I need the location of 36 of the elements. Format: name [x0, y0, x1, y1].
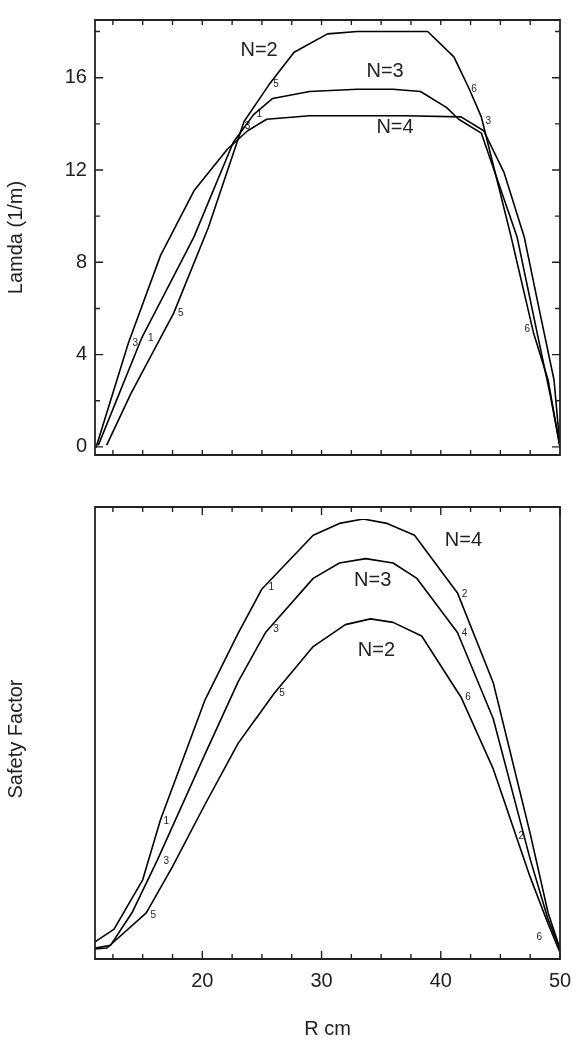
annotation: 3 — [132, 336, 139, 348]
annotation: 1 — [268, 580, 275, 592]
y-tick-label: 16 — [64, 65, 87, 88]
annotation: 5 — [177, 306, 184, 318]
annotation: 5 — [273, 78, 280, 90]
y-axis-title: Safety Factor — [3, 679, 26, 799]
x-axis-title: R cm — [304, 1016, 351, 1039]
annotation: 6 — [465, 690, 472, 702]
x-tick-label: 40 — [429, 968, 452, 991]
y-tick-label: 4 — [75, 342, 87, 365]
annotation: 1 — [148, 332, 155, 344]
annotation: 3 — [163, 854, 170, 866]
y-tick-label: 0 — [75, 434, 87, 457]
annotation: 6 — [536, 930, 543, 942]
annotation: 6 — [471, 82, 478, 94]
y-tick-label: 8 — [75, 249, 87, 272]
annotation: 5 — [150, 908, 157, 920]
series-label: N=4 — [376, 115, 414, 138]
x-tick-label: 20 — [191, 968, 214, 991]
annotation: 6 — [524, 322, 531, 334]
series-label: N=4 — [444, 528, 483, 551]
series-label: N=2 — [357, 638, 396, 661]
y-axis-title: Lamda (1/m) — [3, 180, 26, 295]
x-tick-label: 50 — [548, 968, 572, 991]
annotation: 4 — [461, 627, 468, 639]
y-tick-label: 12 — [64, 157, 87, 180]
series-label: N=3 — [366, 58, 404, 81]
annotation: 1 — [163, 815, 170, 827]
annotation: 5 — [279, 687, 286, 699]
annotation: 2 — [461, 587, 468, 599]
x-tick-label: 30 — [310, 968, 333, 991]
series-label: N=3 — [354, 568, 392, 591]
annotation: 2 — [518, 829, 525, 841]
series-label: N=2 — [240, 38, 278, 61]
annotation: 3 — [485, 115, 492, 127]
annotation: 3 — [273, 622, 280, 634]
